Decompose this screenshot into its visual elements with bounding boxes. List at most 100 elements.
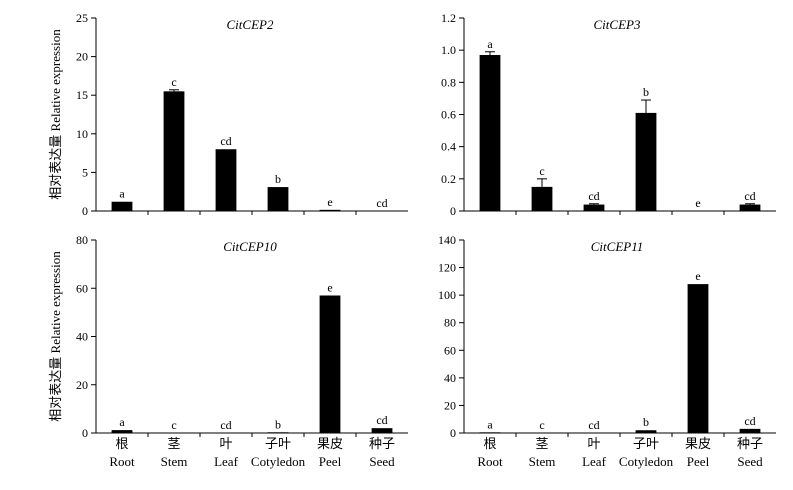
y-tick-label: 40 <box>76 330 88 344</box>
y-tick-label: 1.0 <box>441 43 456 57</box>
y-tick-label: 15 <box>76 88 88 102</box>
bar-cotyledon <box>635 430 657 433</box>
y-tick-label: 80 <box>76 233 88 247</box>
x-category-cn: 果皮 <box>317 436 343 451</box>
y-tick-label: 0.4 <box>441 140 456 154</box>
x-category-cn: 子叶 <box>265 436 291 451</box>
x-category-en: Seed <box>737 454 763 469</box>
bar-cotyledon <box>267 187 289 211</box>
panel-citcep10: 0 20 40 60 80 a c cd b e cd CitCEP10 相对表达量 Relative … <box>48 233 408 469</box>
bar-peel <box>319 209 341 211</box>
significance-letter: b <box>275 417 281 431</box>
y-tick-label: 80 <box>444 316 456 330</box>
x-category-cn: 种子 <box>737 436 763 451</box>
significance-letter: cd <box>744 189 755 203</box>
x-category-cn: 根 <box>115 436 128 451</box>
x-category-cn: 果皮 <box>685 436 711 451</box>
panel-title: CitCEP11 <box>591 239 643 254</box>
significance-letter: cd <box>220 134 231 148</box>
y-tick-label: 40 <box>444 371 456 385</box>
significance-letter: e <box>695 196 700 210</box>
x-category-en: Root <box>109 454 135 469</box>
x-category-en: Root <box>477 454 503 469</box>
significance-letter: a <box>487 37 493 51</box>
panel-citcep3: 0 0.2 0.4 0.6 0.8 1.0 1.2 a c cd b e cd CitCEP3 <box>441 11 776 218</box>
significance-letter: cd <box>588 418 599 432</box>
bar-root <box>111 430 133 433</box>
bar-seed <box>739 428 761 433</box>
significance-letter: c <box>171 75 176 89</box>
x-category-cn: 茎 <box>167 436 180 451</box>
bar-cotyledon <box>267 432 289 433</box>
x-category-en: Leaf <box>582 454 606 469</box>
significance-letter: cd <box>376 413 387 427</box>
significance-letter: e <box>695 269 700 283</box>
significance-letter: e <box>327 195 332 209</box>
y-tick-label: 120 <box>438 261 456 275</box>
x-category-en: Stem <box>529 454 556 469</box>
significance-letter: cd <box>744 414 755 428</box>
panel-citcep2: 0 5 10 15 20 25 a c cd b e cd CitCEP2 相对表达量 Relative … <box>48 11 408 218</box>
panel-title: CitCEP3 <box>594 17 641 32</box>
y-tick-label: 1.2 <box>441 11 456 25</box>
significance-letter: b <box>643 85 649 99</box>
y-tick-label: 5 <box>82 165 88 179</box>
significance-letter: c <box>171 418 176 432</box>
significance-letter: cd <box>220 418 231 432</box>
x-category-cn: 子叶 <box>633 436 659 451</box>
bar-peel <box>687 284 709 433</box>
bar-peel <box>319 295 341 433</box>
bar-seed <box>739 204 761 211</box>
x-category-en: Leaf <box>214 454 238 469</box>
x-category-cn: 叶 <box>587 436 600 451</box>
y-tick-label: 20 <box>76 378 88 392</box>
bar-root <box>479 432 501 433</box>
x-category-cn: 茎 <box>535 436 548 451</box>
y-tick-label: 0 <box>450 426 456 440</box>
y-tick-label: 60 <box>444 343 456 357</box>
x-category-en: Seed <box>369 454 395 469</box>
y-tick-label: 0 <box>82 204 88 218</box>
y-axis-label: 相对表达量 Relative expression <box>48 251 63 422</box>
x-category-en: Peel <box>319 454 342 469</box>
significance-letter: e <box>327 280 332 294</box>
bar-root <box>111 201 133 211</box>
bar-leaf <box>583 204 605 211</box>
y-tick-label: 0 <box>82 426 88 440</box>
significance-letter: b <box>275 172 281 186</box>
significance-letter: a <box>487 417 493 431</box>
x-category-cn: 根 <box>483 436 496 451</box>
bar-seed <box>371 428 393 433</box>
significance-letter: cd <box>376 196 387 210</box>
x-category-cn: 种子 <box>369 436 395 451</box>
x-category-en: Cotyledon <box>619 454 674 469</box>
y-tick-label: 140 <box>438 233 456 247</box>
significance-letter: a <box>119 415 125 429</box>
y-axis-label: 相对表达量 Relative expression <box>48 29 63 200</box>
significance-letter: cd <box>588 189 599 203</box>
x-category-en: Peel <box>687 454 710 469</box>
y-tick-label: 0.8 <box>441 75 456 89</box>
x-category-en: Cotyledon <box>251 454 306 469</box>
y-tick-label: 0 <box>450 204 456 218</box>
y-tick-label: 10 <box>76 127 88 141</box>
y-tick-label: 20 <box>76 50 88 64</box>
bar-cotyledon <box>635 112 657 211</box>
panel-citcep11: 0 20 40 60 80 100 120 140 a c cd b e cd CitCEP11 根 Root 茎… <box>438 233 776 469</box>
panel-title: CitCEP2 <box>227 17 274 32</box>
bar-leaf <box>215 149 237 211</box>
bar-stem <box>163 91 185 211</box>
y-tick-label: 60 <box>76 281 88 295</box>
significance-letter: c <box>539 164 544 178</box>
x-category-en: Stem <box>161 454 188 469</box>
x-category-cn: 叶 <box>219 436 232 451</box>
bar-root <box>479 54 501 211</box>
y-tick-label: 20 <box>444 398 456 412</box>
y-tick-label: 100 <box>438 288 456 302</box>
y-tick-label: 0.6 <box>441 108 456 122</box>
y-tick-label: 25 <box>76 11 88 25</box>
significance-letter: c <box>539 418 544 432</box>
significance-letter: b <box>643 415 649 429</box>
significance-letter: a <box>119 187 125 201</box>
